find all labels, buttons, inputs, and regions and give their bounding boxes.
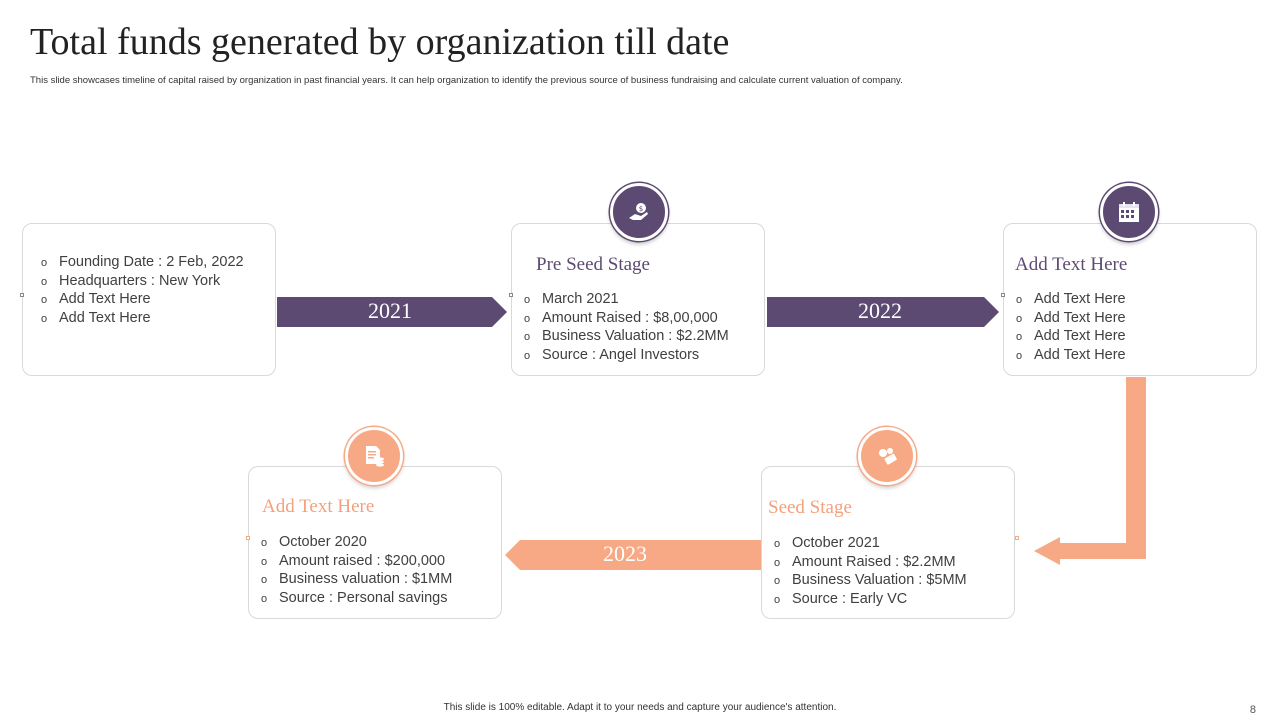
calendar-icon [1100, 183, 1158, 241]
arrow-2022 [767, 297, 999, 327]
card-add-text-top: Add Text Here o Add Text Here o Add Text H… [1003, 223, 1257, 376]
card-heading: Add Text Here [262, 496, 375, 517]
list-item: o Business Valuation : $2.2MM [524, 328, 729, 345]
coins-icon [858, 427, 916, 485]
slide-subtitle: This slide showcases timeline of capital… [30, 75, 903, 86]
list-item: o Business Valuation : $5MM [774, 572, 967, 589]
list-item: o Business valuation : $1MM [261, 571, 453, 588]
list-item: o Add Text Here [41, 291, 151, 308]
year-label-2023: 2023 [603, 541, 647, 566]
list-item: o March 2021 [524, 291, 619, 307]
arrow-2023 [505, 540, 763, 570]
card-seed-stage: Seed Stage o October 2021 o Amount Raised … [761, 466, 1015, 619]
year-label-2022: 2022 [858, 298, 902, 323]
connector-dot [1001, 293, 1005, 297]
slide-title: Total funds generated by organization ti… [30, 21, 730, 63]
list-item: o Add Text Here [1016, 346, 1126, 363]
document-coins-icon [345, 427, 403, 485]
list-item: o Add Text Here [1016, 309, 1126, 326]
card-founding: o Founding Date : 2 Feb, 2022 o Headquarte… [22, 223, 276, 376]
list-item: o Founding Date : 2 Feb, 2022 [41, 254, 244, 270]
slide-footer: This slide is 100% editable. Adapt it to… [443, 702, 837, 713]
card-pre-seed-stage: Pre Seed Stage o March 2021 o Amount Raise… [511, 223, 765, 376]
list-item: o Amount raised : $200,000 [261, 552, 446, 569]
list-item: o Add Text Here [41, 309, 151, 326]
page-number: 8 [1249, 704, 1256, 716]
list-item: o Amount Raised : $2.2MM [774, 553, 956, 570]
connector-dot [246, 536, 250, 540]
card-add-text-bottom: Add Text Here o October 2020 o Amount rais… [248, 466, 502, 619]
arrow-2021 [277, 297, 507, 327]
addtext-bottom-list: o October 2020 o Amount raised : $200,000 … [261, 534, 452, 608]
connector-dot [509, 293, 513, 297]
card-heading: Add Text Here [1015, 254, 1128, 275]
list-item: o Add Text Here [1016, 328, 1126, 345]
list-item: o Source : Angel Investors [524, 346, 700, 363]
list-item: o Source : Early VC [774, 590, 908, 607]
card-heading: Seed Stage [768, 497, 852, 518]
list-item: o Headquarters : New York [41, 272, 221, 289]
list-item: o October 2021 [774, 535, 880, 551]
svg-text:$: $ [639, 205, 643, 213]
arrow-elbow-connector [1034, 377, 1146, 565]
preseed-list: o March 2021 o Amount Raised : $8,00,000 o… [524, 291, 729, 365]
list-item: o October 2020 [261, 534, 367, 550]
connector-dot [1015, 536, 1019, 540]
money-hand-icon: $ [610, 183, 668, 241]
addtext-top-list: o Add Text Here o Add Text Here o Add Text … [1016, 291, 1126, 365]
card-heading: Pre Seed Stage [536, 254, 650, 275]
list-item: o Source : Personal savings [261, 589, 448, 606]
connector-dot [20, 293, 24, 297]
list-item: o Add Text Here [1016, 291, 1126, 307]
year-label-2021: 2021 [368, 298, 412, 323]
founding-list: o Founding Date : 2 Feb, 2022 o Headquarte… [41, 254, 244, 328]
list-item: o Amount Raised : $8,00,000 [524, 309, 718, 326]
